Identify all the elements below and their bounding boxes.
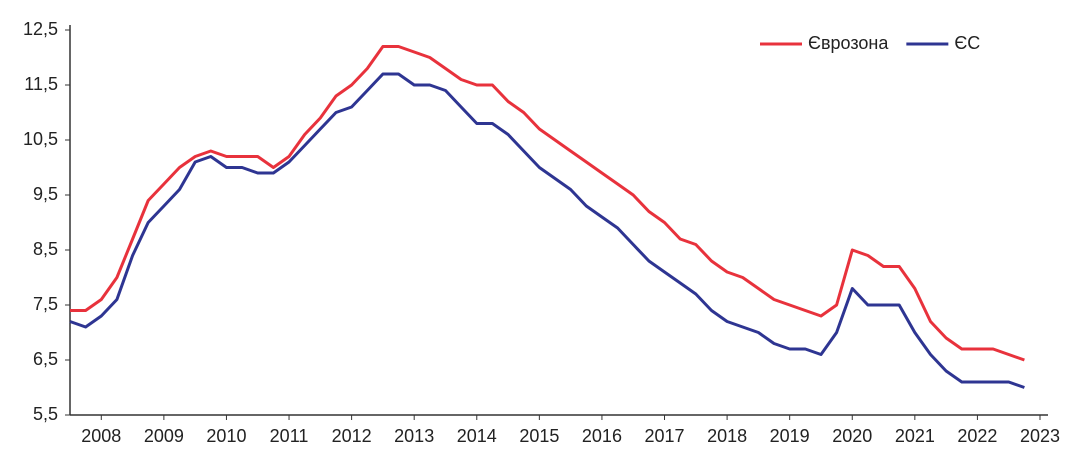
x-tick-label: 2015 xyxy=(519,426,559,446)
x-tick-label: 2017 xyxy=(644,426,684,446)
x-tick-label: 2008 xyxy=(81,426,121,446)
x-tick-label: 2009 xyxy=(144,426,184,446)
y-tick-label: 6,5 xyxy=(33,349,58,369)
x-tick-label: 2012 xyxy=(332,426,372,446)
x-tick-label: 2018 xyxy=(707,426,747,446)
x-tick-label: 2019 xyxy=(770,426,810,446)
y-tick-label: 9,5 xyxy=(33,184,58,204)
legend-label: ЄС xyxy=(954,33,980,53)
x-tick-label: 2013 xyxy=(394,426,434,446)
y-tick-label: 5,5 xyxy=(33,404,58,424)
y-tick-label: 7,5 xyxy=(33,294,58,314)
legend-label: Єврозона xyxy=(808,33,889,53)
series-line xyxy=(70,45,1025,362)
x-tick-label: 2022 xyxy=(957,426,997,446)
x-tick-label: 2021 xyxy=(895,426,935,446)
y-tick-label: 11,5 xyxy=(24,74,58,94)
y-tick-label: 8,5 xyxy=(33,239,58,259)
y-tick-label: 10,5 xyxy=(23,129,58,149)
x-tick-label: 2010 xyxy=(206,426,246,446)
x-tick-label: 2020 xyxy=(832,426,872,446)
x-tick-label: 2016 xyxy=(582,426,622,446)
series-line xyxy=(69,72,1025,389)
x-tick-label: 2014 xyxy=(457,426,497,446)
x-tick-label: 2023 xyxy=(1020,426,1060,446)
x-tick-label: 2011 xyxy=(270,426,309,446)
y-tick-label: 12,5 xyxy=(23,19,58,39)
